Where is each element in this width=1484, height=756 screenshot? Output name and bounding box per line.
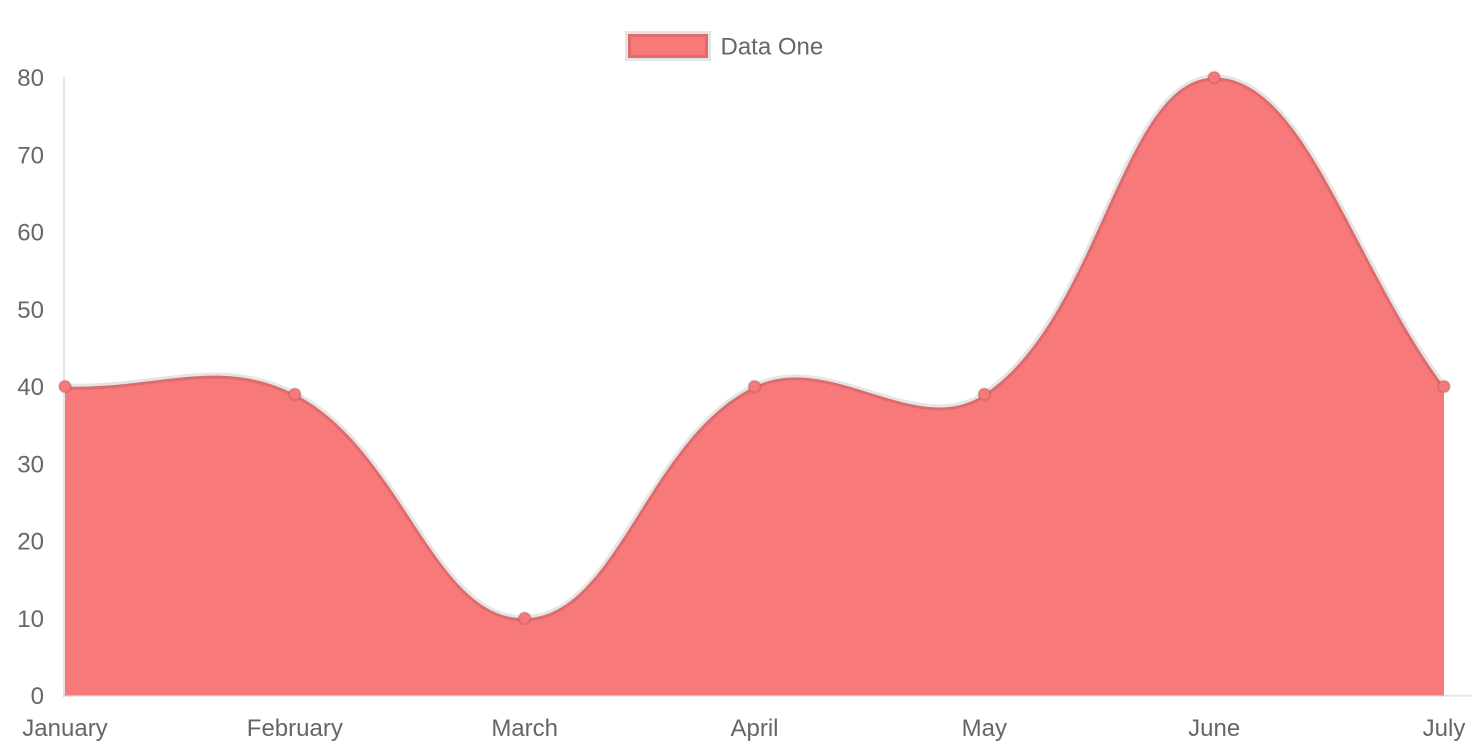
svg-text:0: 0 <box>31 683 44 710</box>
svg-text:60: 60 <box>17 220 44 247</box>
svg-text:Data One: Data One <box>721 34 824 61</box>
svg-text:80: 80 <box>17 65 44 92</box>
svg-text:April: April <box>730 715 778 742</box>
svg-text:40: 40 <box>17 374 44 401</box>
svg-text:July: July <box>1423 715 1466 742</box>
svg-text:June: June <box>1188 715 1240 742</box>
svg-text:70: 70 <box>17 142 44 169</box>
svg-text:10: 10 <box>17 606 44 633</box>
svg-text:50: 50 <box>17 297 44 324</box>
svg-text:30: 30 <box>17 451 44 478</box>
svg-text:January: January <box>22 715 107 742</box>
svg-text:February: February <box>247 715 343 742</box>
svg-text:20: 20 <box>17 529 44 556</box>
svg-text:March: March <box>491 715 558 742</box>
svg-text:May: May <box>962 715 1007 742</box>
